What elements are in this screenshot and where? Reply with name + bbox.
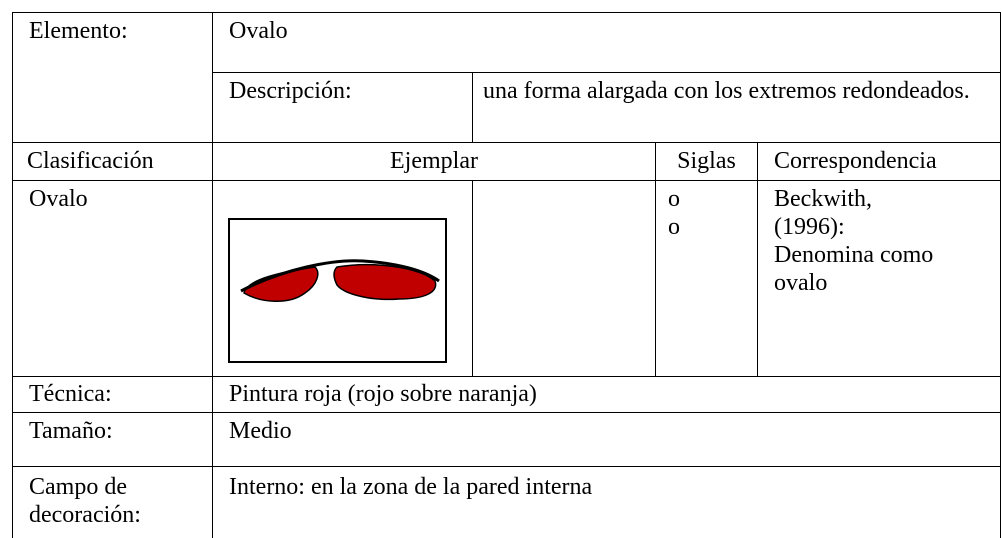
red-oval [243,266,319,302]
cell [472,180,656,377]
cell: Pintura roja (rojo sobre naranja) [212,376,1001,413]
red-oval [333,263,437,301]
text-line: Denomina como [774,242,934,268]
cell: Siglas [655,142,758,181]
cell: Ovalo [212,12,1001,73]
cell: Elemento: [12,12,213,143]
text-line: Beckwith, [774,186,872,212]
cell: una forma alargada con los extremos redo… [472,72,1001,143]
cell: Medio [212,412,1001,467]
cell: Beckwith, (1996): Denomina como ovalo [757,180,1001,377]
text-line: ovalo [774,270,828,296]
text-line: decoración: [29,502,141,528]
sigla: o [668,214,680,240]
cell: Clasificación [12,142,213,181]
text-line: (1996): [774,214,845,240]
cell: Descripción: [212,72,473,143]
cell: Ejemplar [212,142,656,181]
cell: o o [655,180,758,377]
cell: Ovalo [12,180,213,377]
arc-line [240,259,440,293]
cell: Correspondencia [757,142,1001,181]
image-cell [212,180,473,377]
oval-illustration [228,218,447,363]
cell: Campo de decoración: [12,466,213,538]
text-line: Campo de [29,474,127,500]
cell: Interno: en la zona de la pared interna [212,466,1001,538]
cell: Técnica: [12,376,213,413]
cell: Tamaño: [12,412,213,467]
sigla: o [668,186,680,212]
